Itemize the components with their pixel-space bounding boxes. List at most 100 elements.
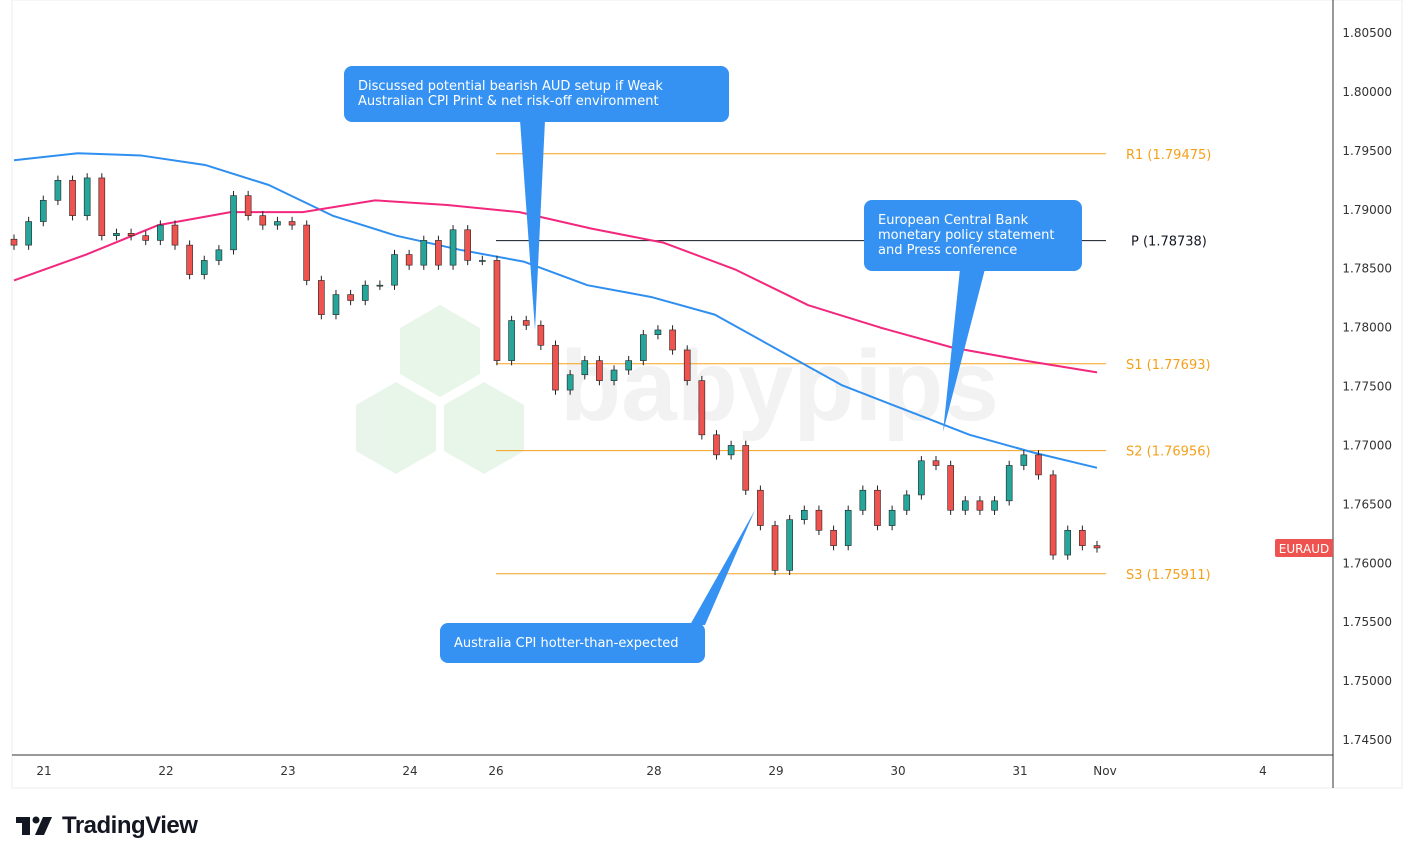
candle [640,329,647,366]
candle [1064,525,1072,560]
candle [10,234,18,250]
candle [625,355,632,375]
pivot-label: R1 (1.79475) [1126,148,1211,163]
candle [976,496,984,515]
pivot-label: S1 (1.77693) [1126,358,1211,373]
candle-body [493,260,501,361]
time-tick-label: 31 [1012,764,1027,778]
candle [1020,450,1028,471]
candle [288,216,296,230]
candle [98,173,106,241]
candle [610,365,618,386]
candle-body [10,238,18,246]
candle-body [742,445,750,491]
candle [435,235,442,270]
candle [113,228,120,241]
candle [127,228,135,241]
candle-body [259,215,267,226]
candle-body [800,509,808,520]
pivot-label: S3 (1.75911) [1126,568,1211,583]
moving-average-pink [13,199,1098,374]
callout-box [864,200,1082,271]
candle-body [888,509,896,526]
candle [420,235,428,270]
candle-body [25,221,32,246]
candle [596,355,603,386]
candle-body [157,224,164,241]
time-axis[interactable]: 21 22 23 24 26 28 29 30 31 Nov 4 [36,764,1266,778]
candle-body [830,529,837,546]
candle-body [932,460,940,466]
callout-box [344,66,729,122]
candle-body [976,500,984,511]
candle-body [479,260,486,262]
svg-text:babypips: babypips [560,330,999,442]
pivot-label: S2 (1.76956) [1126,445,1211,460]
callout-text: European Central Bank [878,213,1029,228]
candle-body [376,284,384,287]
candle-body [347,294,354,301]
candle-body [859,489,867,511]
candle [771,520,779,576]
candle-body [552,344,559,391]
candle-body [361,284,369,301]
price-axis[interactable]: 1.80500 1.80000 1.79500 1.79000 1.78500 1.780… [1342,26,1392,747]
candle-body [244,195,252,216]
candle-body [230,195,237,251]
candle-body [405,254,413,266]
tradingview-logo[interactable]: TradingView [16,812,198,840]
candle-body [566,374,574,391]
candle-body [903,494,911,511]
time-tick-label: 22 [158,764,173,778]
babypips-watermark: babypips [356,305,999,474]
candle-body [464,229,471,261]
candle-body [844,509,852,546]
candle-body [537,324,545,346]
candle-body [522,320,530,326]
candle-body [771,525,779,571]
candle-body [625,360,632,371]
candle [83,173,91,221]
time-tick-label: 24 [402,764,417,778]
candle-body [435,240,442,266]
price-chart[interactable]: babypips R1 (1.79475) P (1.78738) S1 (1.77… [0,0,1416,800]
candle-body [1079,529,1086,546]
candle [142,230,150,246]
brand-name: TradingView [62,812,198,839]
candle-body [654,329,662,335]
time-tick-label: 4 [1259,764,1267,778]
candle [54,175,62,206]
candle [347,289,354,306]
candle [215,245,223,266]
candle [69,175,76,221]
time-tick-label: 21 [36,764,51,778]
candle-body [786,519,793,571]
candle-body [113,233,120,236]
candle [698,375,706,440]
candle-body [1049,474,1057,556]
callout-pointer [943,269,985,432]
candle [786,514,793,576]
price-tick-label: 1.78000 [1342,321,1392,335]
candle [961,496,969,515]
candle [391,249,398,290]
candle [683,345,691,386]
candle [303,220,311,286]
time-tick-label: 28 [646,764,661,778]
candle [742,440,750,495]
candle-body [420,240,428,266]
candle-body [1093,545,1101,549]
candle-body [332,294,340,315]
candle-body [1035,454,1042,476]
candle-body [171,224,179,246]
candle [757,485,764,531]
price-tick-label: 1.76500 [1342,497,1392,511]
candle [171,220,179,250]
callout-box [440,623,705,663]
price-tick-label: 1.75000 [1342,674,1392,688]
candle [376,280,384,290]
price-tick-label: 1.79500 [1342,144,1392,158]
candle [274,216,281,230]
candle-body [918,460,925,496]
candle-body [54,180,62,201]
